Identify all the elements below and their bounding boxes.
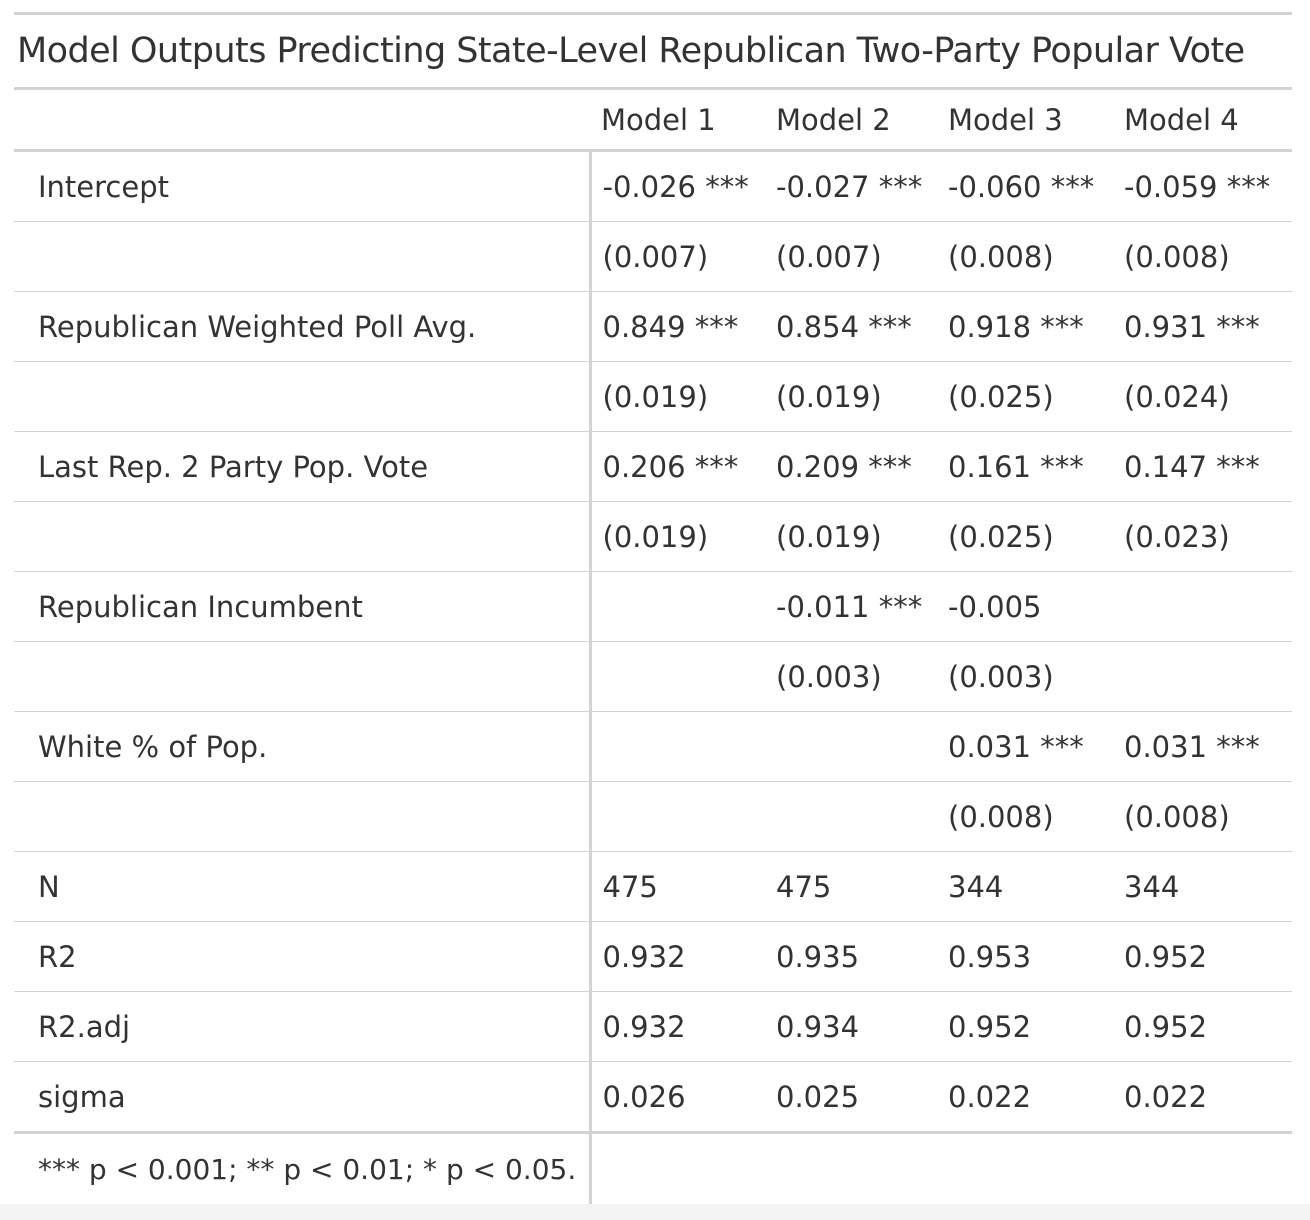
row-label: [14, 781, 592, 852]
footnote-row: *** p < 0.001; ** p < 0.01; * p < 0.05.: [14, 1132, 1292, 1206]
cell-model-1: 475: [602, 869, 658, 904]
header-cell-model-2: Model 2: [776, 102, 891, 137]
cell-model-4: 0.147 ***: [1124, 449, 1260, 484]
cell-model-3: -0.005: [948, 589, 1042, 624]
cell-model-2: [765, 782, 937, 852]
cell-model-1: [590, 712, 765, 782]
cell-model-3: 0.953: [948, 939, 1032, 974]
cell-model-4: 0.952: [1124, 939, 1208, 974]
cell-model-2: (0.019): [776, 519, 882, 554]
cell-model-3: -0.060 ***: [948, 169, 1095, 204]
footnote: *** p < 0.001; ** p < 0.01; * p < 0.05.: [38, 1152, 577, 1186]
cell-model-1: 0.849 ***: [602, 309, 739, 344]
row-label: Intercept: [14, 150, 592, 222]
header-cell-model-1: Model 1: [601, 102, 716, 137]
row-label: Republican Incumbent: [14, 571, 592, 642]
row-label: Last Rep. 2 Party Pop. Vote: [14, 431, 592, 502]
cell-model-1: (0.007): [602, 239, 709, 274]
table-title: Model Outputs Predicting State-Level Rep…: [17, 31, 1245, 71]
cell-model-4: -0.059 ***: [1124, 169, 1271, 204]
cell-model-2: [765, 712, 937, 782]
table-row: sigma 0.026 0.025 0.022 0.022: [14, 1061, 1292, 1133]
row-label: [14, 221, 592, 292]
table-row: Republican Incumbent -0.011 *** -0.005: [14, 571, 1292, 642]
table-row: Republican Weighted Poll Avg. 0.849 *** 0.…: [14, 291, 1292, 362]
cell-model-3: 0.161 ***: [948, 449, 1084, 484]
cell-model-2: (0.003): [776, 659, 882, 694]
cell-model-4: 0.952: [1124, 1009, 1208, 1044]
cell-model-1: 0.932: [602, 1009, 686, 1044]
table-row: White % of Pop. 0.031 *** 0.031 ***: [14, 711, 1292, 782]
cell-model-4: (0.023): [1124, 519, 1230, 554]
cell-model-2: -0.011 ***: [776, 589, 923, 624]
cell-model-4: [1113, 572, 1292, 642]
cell-model-4: 0.031 ***: [1124, 729, 1260, 764]
row-label: N: [14, 851, 592, 922]
cell-model-3: 344: [948, 869, 1004, 904]
table-row: Last Rep. 2 Party Pop. Vote 0.206 *** 0.20…: [14, 431, 1292, 502]
table-row: (0.007) (0.007) (0.008) (0.008): [14, 221, 1292, 292]
cell-model-3: 0.918 ***: [948, 309, 1084, 344]
row-label: [14, 361, 592, 432]
row-label: R2: [14, 921, 592, 992]
cell-model-4: (0.008): [1124, 239, 1230, 274]
cell-model-2: 0.025: [776, 1079, 860, 1114]
footnote-spacer: [588, 1132, 1292, 1206]
regression-table: Model 1 Model 2 Model 3 Model 4 Intercep…: [14, 87, 1292, 1207]
table-row: N 475 475 344 344: [14, 851, 1292, 922]
table-row: (0.019) (0.019) (0.025) (0.023): [14, 501, 1292, 572]
table-row: (0.008) (0.008): [14, 781, 1292, 852]
table-body: Intercept -0.026 *** -0.027 *** -0.060 *** -…: [14, 150, 1292, 1133]
cell-model-1: [590, 572, 765, 642]
cell-model-1: (0.019): [602, 379, 709, 414]
cell-model-2: 0.854 ***: [776, 309, 912, 344]
row-label: [14, 641, 592, 712]
cell-model-1: -0.026 ***: [602, 169, 749, 204]
header-cell-model-4: Model 4: [1124, 102, 1239, 137]
cell-model-4: 0.931 ***: [1124, 309, 1260, 344]
cell-model-1: 0.206 ***: [602, 449, 739, 484]
header-cell-label: [14, 89, 590, 151]
cell-model-1: 0.026: [602, 1079, 686, 1114]
header-row: Model 1 Model 2 Model 3 Model 4: [14, 88, 1292, 151]
row-label: R2.adj: [14, 991, 592, 1062]
cell-model-4: 344: [1124, 869, 1180, 904]
cell-model-3: (0.008): [948, 799, 1054, 834]
cell-model-1: 0.932: [602, 939, 686, 974]
title-top-rule: [14, 12, 1292, 15]
cell-model-2: -0.027 ***: [776, 169, 923, 204]
cell-model-1: [590, 782, 765, 852]
table-row: (0.003) (0.003): [14, 641, 1292, 712]
cell-model-2: 0.209 ***: [776, 449, 912, 484]
cell-model-2: 0.935: [776, 939, 860, 974]
cell-model-3: (0.003): [948, 659, 1054, 694]
bottom-band: [0, 1204, 1310, 1220]
row-label: sigma: [14, 1061, 592, 1133]
cell-model-3: 0.022: [948, 1079, 1032, 1114]
cell-model-2: 0.934: [776, 1009, 860, 1044]
cell-model-3: (0.008): [948, 239, 1054, 274]
table-row: R2.adj 0.932 0.934 0.952 0.952: [14, 991, 1292, 1062]
cell-model-4: [1113, 642, 1292, 712]
table-row: R2 0.932 0.935 0.953 0.952: [14, 921, 1292, 992]
table-row: (0.019) (0.019) (0.025) (0.024): [14, 361, 1292, 432]
cell-model-3: (0.025): [948, 379, 1054, 414]
cell-model-3: (0.025): [948, 519, 1054, 554]
header-cell-model-3: Model 3: [948, 102, 1063, 137]
table-row: Intercept -0.026 *** -0.027 *** -0.060 *** -…: [14, 150, 1292, 222]
cell-model-1: (0.019): [602, 519, 709, 554]
cell-model-2: 475: [776, 869, 832, 904]
cell-model-4: (0.008): [1124, 799, 1230, 834]
cell-model-2: (0.007): [776, 239, 882, 274]
cell-model-3: 0.031 ***: [948, 729, 1084, 764]
cell-model-2: (0.019): [776, 379, 882, 414]
cell-model-3: 0.952: [948, 1009, 1032, 1044]
regression-table-container: Model Outputs Predicting State-Level Rep…: [14, 12, 1292, 1207]
row-label: White % of Pop.: [14, 711, 592, 782]
row-label: Republican Weighted Poll Avg.: [14, 291, 592, 362]
cell-model-4: 0.022: [1124, 1079, 1208, 1114]
cell-model-1: [590, 642, 765, 712]
cell-model-4: (0.024): [1124, 379, 1230, 414]
row-label: [14, 501, 592, 572]
